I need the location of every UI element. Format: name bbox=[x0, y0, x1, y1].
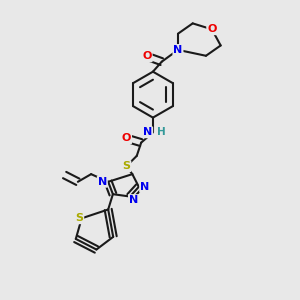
Text: O: O bbox=[142, 51, 152, 62]
Text: N: N bbox=[129, 195, 138, 205]
Text: N: N bbox=[143, 127, 152, 137]
Text: H: H bbox=[158, 127, 166, 137]
Text: N: N bbox=[140, 182, 149, 192]
Text: S: S bbox=[75, 213, 83, 223]
Text: N: N bbox=[173, 45, 183, 55]
Text: S: S bbox=[122, 161, 130, 171]
Text: O: O bbox=[207, 24, 217, 34]
Text: O: O bbox=[122, 133, 131, 143]
Text: N: N bbox=[98, 177, 107, 187]
